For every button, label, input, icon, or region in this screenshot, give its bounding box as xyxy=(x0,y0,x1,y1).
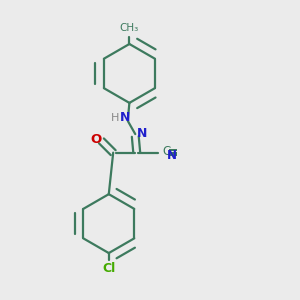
Text: C: C xyxy=(163,145,171,158)
Text: H: H xyxy=(111,112,120,123)
Text: O: O xyxy=(91,133,102,146)
Text: N: N xyxy=(120,111,130,124)
Text: Cl: Cl xyxy=(102,262,116,275)
Text: CH₃: CH₃ xyxy=(120,23,139,33)
Text: N: N xyxy=(167,149,177,162)
Text: N: N xyxy=(137,127,147,140)
